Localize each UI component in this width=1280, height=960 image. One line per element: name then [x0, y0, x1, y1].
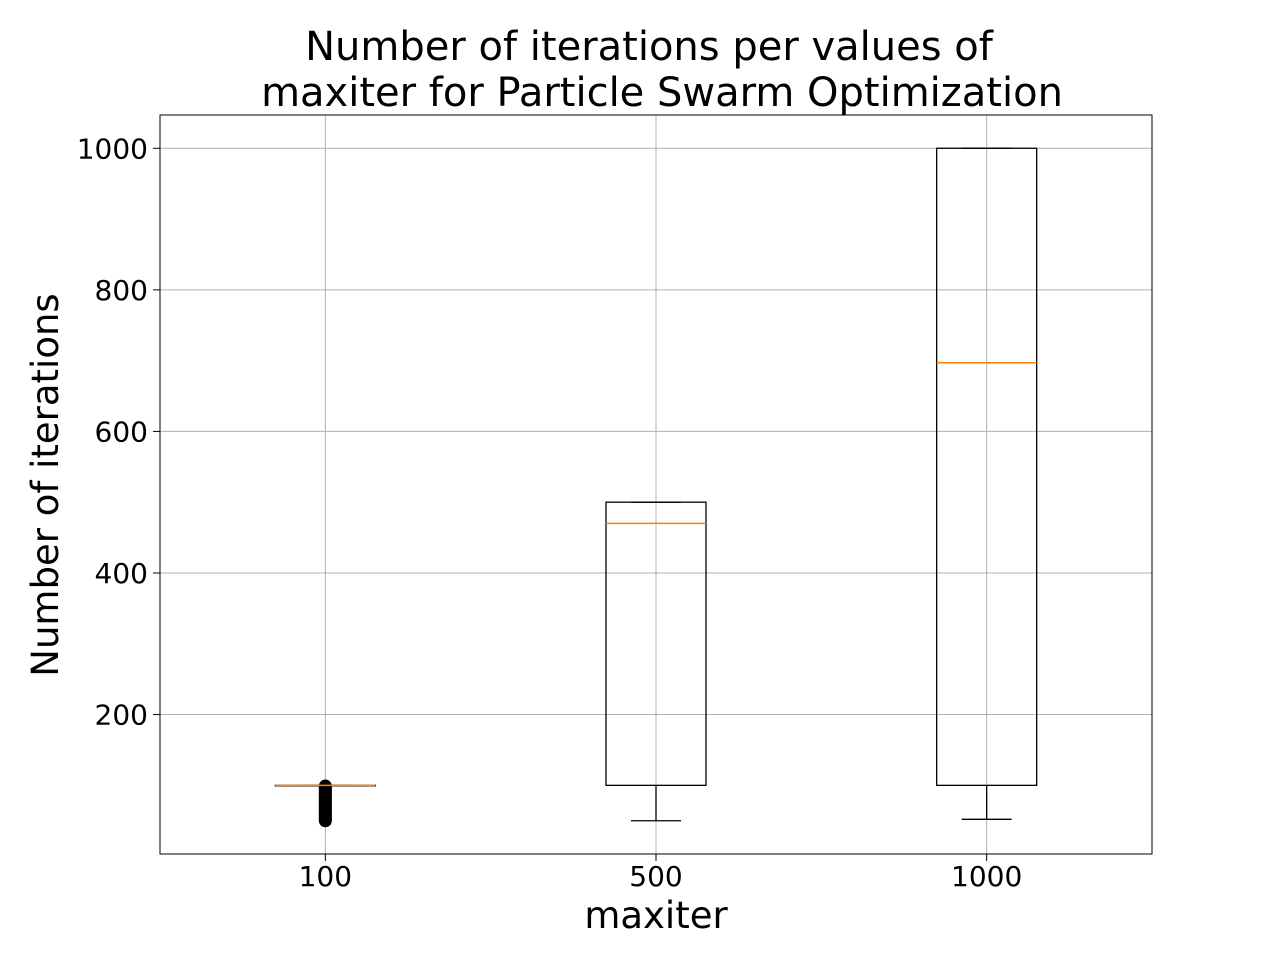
y-axis-label: Number of iterations [24, 293, 67, 676]
y-tick-label: 1000 [77, 132, 148, 165]
x-tick-label: 500 [629, 860, 682, 893]
grid-lines [160, 115, 1152, 854]
box-group-100 [274, 779, 376, 828]
chart-title-line-1: Number of iterations per values of [305, 24, 994, 70]
chart-title-line-2: maxiter for Particle Swarm Optimization [261, 70, 1063, 116]
x-tick-label: 100 [299, 860, 352, 893]
iqr-box [936, 147, 1038, 786]
y-tick-label: 400 [95, 557, 148, 590]
axis-ticks: 200 400 600 800 1000 100 500 1000 [77, 132, 1023, 893]
box-group-500 [605, 501, 707, 822]
x-tick-label: 1000 [951, 860, 1022, 893]
y-tick-label: 200 [95, 699, 148, 732]
y-tick-label: 600 [95, 415, 148, 448]
y-tick-label: 800 [95, 274, 148, 307]
box-series [274, 147, 1038, 828]
box-group-1000 [936, 147, 1038, 820]
iqr-box [605, 501, 707, 786]
x-axis-label: maxiter [584, 894, 728, 937]
